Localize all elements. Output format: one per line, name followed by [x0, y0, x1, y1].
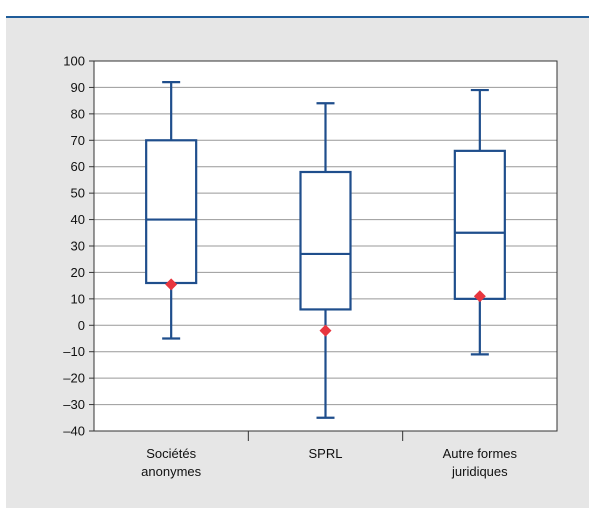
y-tick-label: 20 [71, 265, 85, 280]
y-tick-label: –40 [63, 424, 85, 439]
mean-marker [165, 278, 178, 291]
y-tick-label: 80 [71, 106, 85, 121]
y-tick-label: –20 [63, 371, 85, 386]
x-category-label: anonymes [141, 464, 201, 479]
x-category-label: SPRL [309, 446, 343, 461]
y-tick-label: 10 [71, 291, 85, 306]
y-tick-label: –10 [63, 344, 85, 359]
x-category-label: juridiques [451, 464, 508, 479]
mean-marker [473, 290, 486, 303]
y-tick-label: 70 [71, 133, 85, 148]
box-plot-1 [299, 102, 352, 419]
y-tick-label: 100 [63, 54, 85, 69]
y-tick-label: –30 [63, 397, 85, 412]
x-category-label: Sociétés [146, 446, 196, 461]
iqr-box [453, 149, 506, 300]
iqr-box [145, 139, 198, 285]
box-plot-2 [453, 88, 506, 356]
plot-border [93, 60, 558, 432]
y-tick-label: 60 [71, 159, 85, 174]
y-tick-label: 40 [71, 212, 85, 227]
y-tick-label: 0 [78, 318, 85, 333]
y-tick-label: 90 [71, 80, 85, 95]
x-category-label: Autre formes [443, 446, 518, 461]
mean-marker [319, 324, 332, 337]
iqr-box [299, 170, 352, 311]
y-tick-label: 50 [71, 186, 85, 201]
y-tick-label: 30 [71, 239, 85, 254]
box-plot-0 [145, 81, 198, 340]
